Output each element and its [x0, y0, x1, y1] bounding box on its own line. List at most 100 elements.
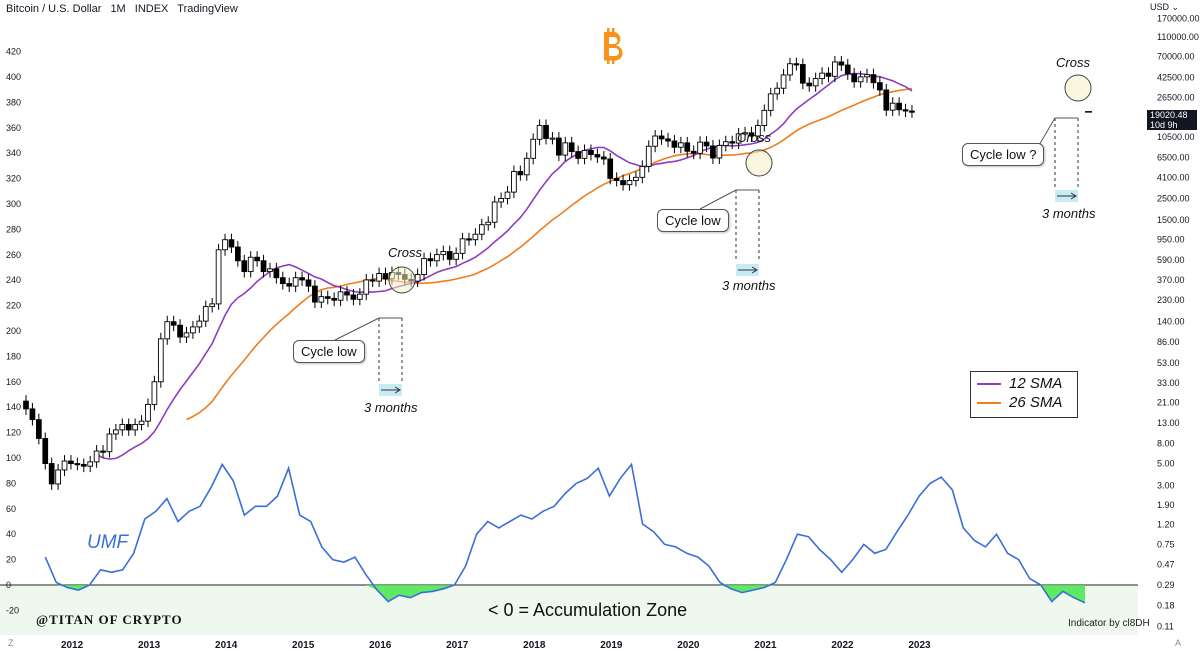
left-tick-label: 320 — [6, 174, 21, 184]
candle-body — [883, 89, 890, 111]
candle-body — [877, 82, 883, 91]
year-tick-label: 2023 — [908, 640, 931, 651]
candle-body — [286, 283, 293, 287]
year-tick-label: 2021 — [754, 640, 777, 651]
candle-body — [331, 297, 338, 301]
currency-selector[interactable]: USD ⌄ — [1150, 2, 1179, 13]
price-tick-label: 2500.00 — [1157, 193, 1190, 203]
callout-pointer — [1037, 117, 1056, 148]
legend-item-26-sma: 26 SMA — [977, 394, 1062, 411]
candle-body — [748, 132, 755, 137]
candle-body — [870, 74, 877, 84]
candle-body — [710, 145, 716, 159]
candle-body — [106, 433, 113, 453]
candle-body — [125, 423, 132, 431]
candle-body — [594, 154, 601, 158]
candle-body — [356, 293, 363, 300]
interval-label[interactable]: 1M — [110, 3, 126, 15]
umf-negative-fill — [56, 585, 1085, 603]
chart-header[interactable]: Bitcoin / U.S. Dollar 1M INDEX TradingVi… — [6, 3, 244, 15]
candle-body — [491, 201, 498, 223]
candle-body — [312, 285, 318, 303]
candle-body — [55, 469, 61, 485]
left-tick-label: 380 — [6, 97, 21, 107]
price-tick-label: 53.00 — [1157, 358, 1180, 368]
legend-label-26: 26 SMA — [1009, 394, 1063, 411]
candle-body — [446, 251, 453, 260]
legend-swatch-12 — [977, 383, 1001, 386]
price-tick-label: 3.00 — [1157, 480, 1175, 490]
price-tick-label: 140.00 — [1157, 316, 1185, 326]
last-price-tag: 19020.48 10d 9h — [1147, 110, 1197, 130]
candle-body — [241, 260, 248, 273]
candle-body — [382, 273, 389, 280]
price-tick-label: 33.00 — [1157, 378, 1180, 388]
currency-label[interactable]: USD — [1150, 2, 1170, 12]
candle-body — [151, 381, 158, 405]
candle-body — [427, 258, 434, 262]
callout-pointer — [334, 317, 380, 341]
left-tick-label: 120 — [6, 428, 21, 438]
candle-body — [774, 87, 780, 95]
umf-line — [44, 462, 1086, 604]
candle-body — [29, 408, 36, 421]
candle-body — [344, 291, 350, 296]
candle-body — [350, 294, 357, 300]
corner-left-label[interactable]: Z — [8, 638, 14, 648]
candle-body — [665, 138, 671, 142]
candle-body — [806, 82, 813, 87]
left-tick-label: 40 — [6, 529, 16, 539]
price-tick-label: 26500.00 — [1157, 93, 1195, 103]
candle-body — [472, 233, 479, 241]
price-tick-label: 110000.00 — [1157, 32, 1199, 42]
candle-body — [235, 246, 241, 262]
sma26-line — [186, 87, 913, 421]
price-tick-label: 10500.00 — [1157, 132, 1195, 142]
candle-body — [459, 238, 466, 254]
candle-body — [517, 171, 524, 176]
candle-body — [485, 221, 492, 226]
price-tick-label: 21.00 — [1157, 397, 1180, 407]
price-axis[interactable]: 170000.00 110000.00 70000.00 42500.00 26500.… — [1157, 13, 1200, 631]
left-tick-label: 260 — [6, 250, 21, 260]
price-tick-label: 0.18 — [1157, 600, 1175, 610]
candle-body — [780, 74, 787, 89]
price-tick-label: 70000.00 — [1157, 51, 1195, 61]
candle-body — [145, 403, 151, 422]
symbol-name[interactable]: Bitcoin / U.S. Dollar — [6, 3, 102, 15]
candle-body — [61, 460, 68, 471]
price-tick-label: 170000.00 — [1157, 13, 1200, 23]
candle-body — [421, 258, 427, 275]
last-price-value: 19020.48 — [1150, 110, 1188, 120]
candle-body — [909, 110, 915, 113]
candle-body — [498, 197, 504, 203]
candle-body — [279, 277, 286, 284]
left-tick-label: 60 — [6, 504, 16, 514]
candle-body — [543, 124, 549, 139]
candle-body — [132, 423, 138, 431]
left-tick-label: 20 — [6, 555, 16, 565]
candle-body — [851, 73, 858, 83]
candle-body — [478, 224, 485, 235]
chevron-down-icon[interactable]: ⌄ — [1171, 2, 1180, 12]
time-axis[interactable]: 2012 2013 2014 2015 2016 2017 2018 2019 2020 2021… — [61, 640, 931, 651]
candle-body — [260, 260, 267, 273]
price-tick-label: 8.00 — [1157, 438, 1175, 448]
price-tick-label: 370.00 — [1157, 275, 1185, 285]
candle-body — [222, 239, 228, 251]
left-tick-label: 100 — [6, 453, 21, 463]
year-tick-label: 2022 — [831, 640, 854, 651]
umf-series — [44, 462, 1086, 604]
left-tick-label: 360 — [6, 123, 21, 133]
left-tick-label: 400 — [6, 72, 21, 82]
candle-body — [523, 157, 530, 176]
auto-scale-toggle[interactable]: A — [1175, 638, 1182, 648]
candle-body — [74, 463, 81, 466]
candle-body — [530, 138, 537, 159]
year-tick-label: 2015 — [292, 640, 315, 651]
candle-body — [164, 321, 171, 340]
candle-body — [620, 180, 626, 186]
candle-body — [742, 132, 748, 135]
price-tick-label: 1.20 — [1157, 519, 1175, 529]
candle-body — [697, 141, 703, 154]
